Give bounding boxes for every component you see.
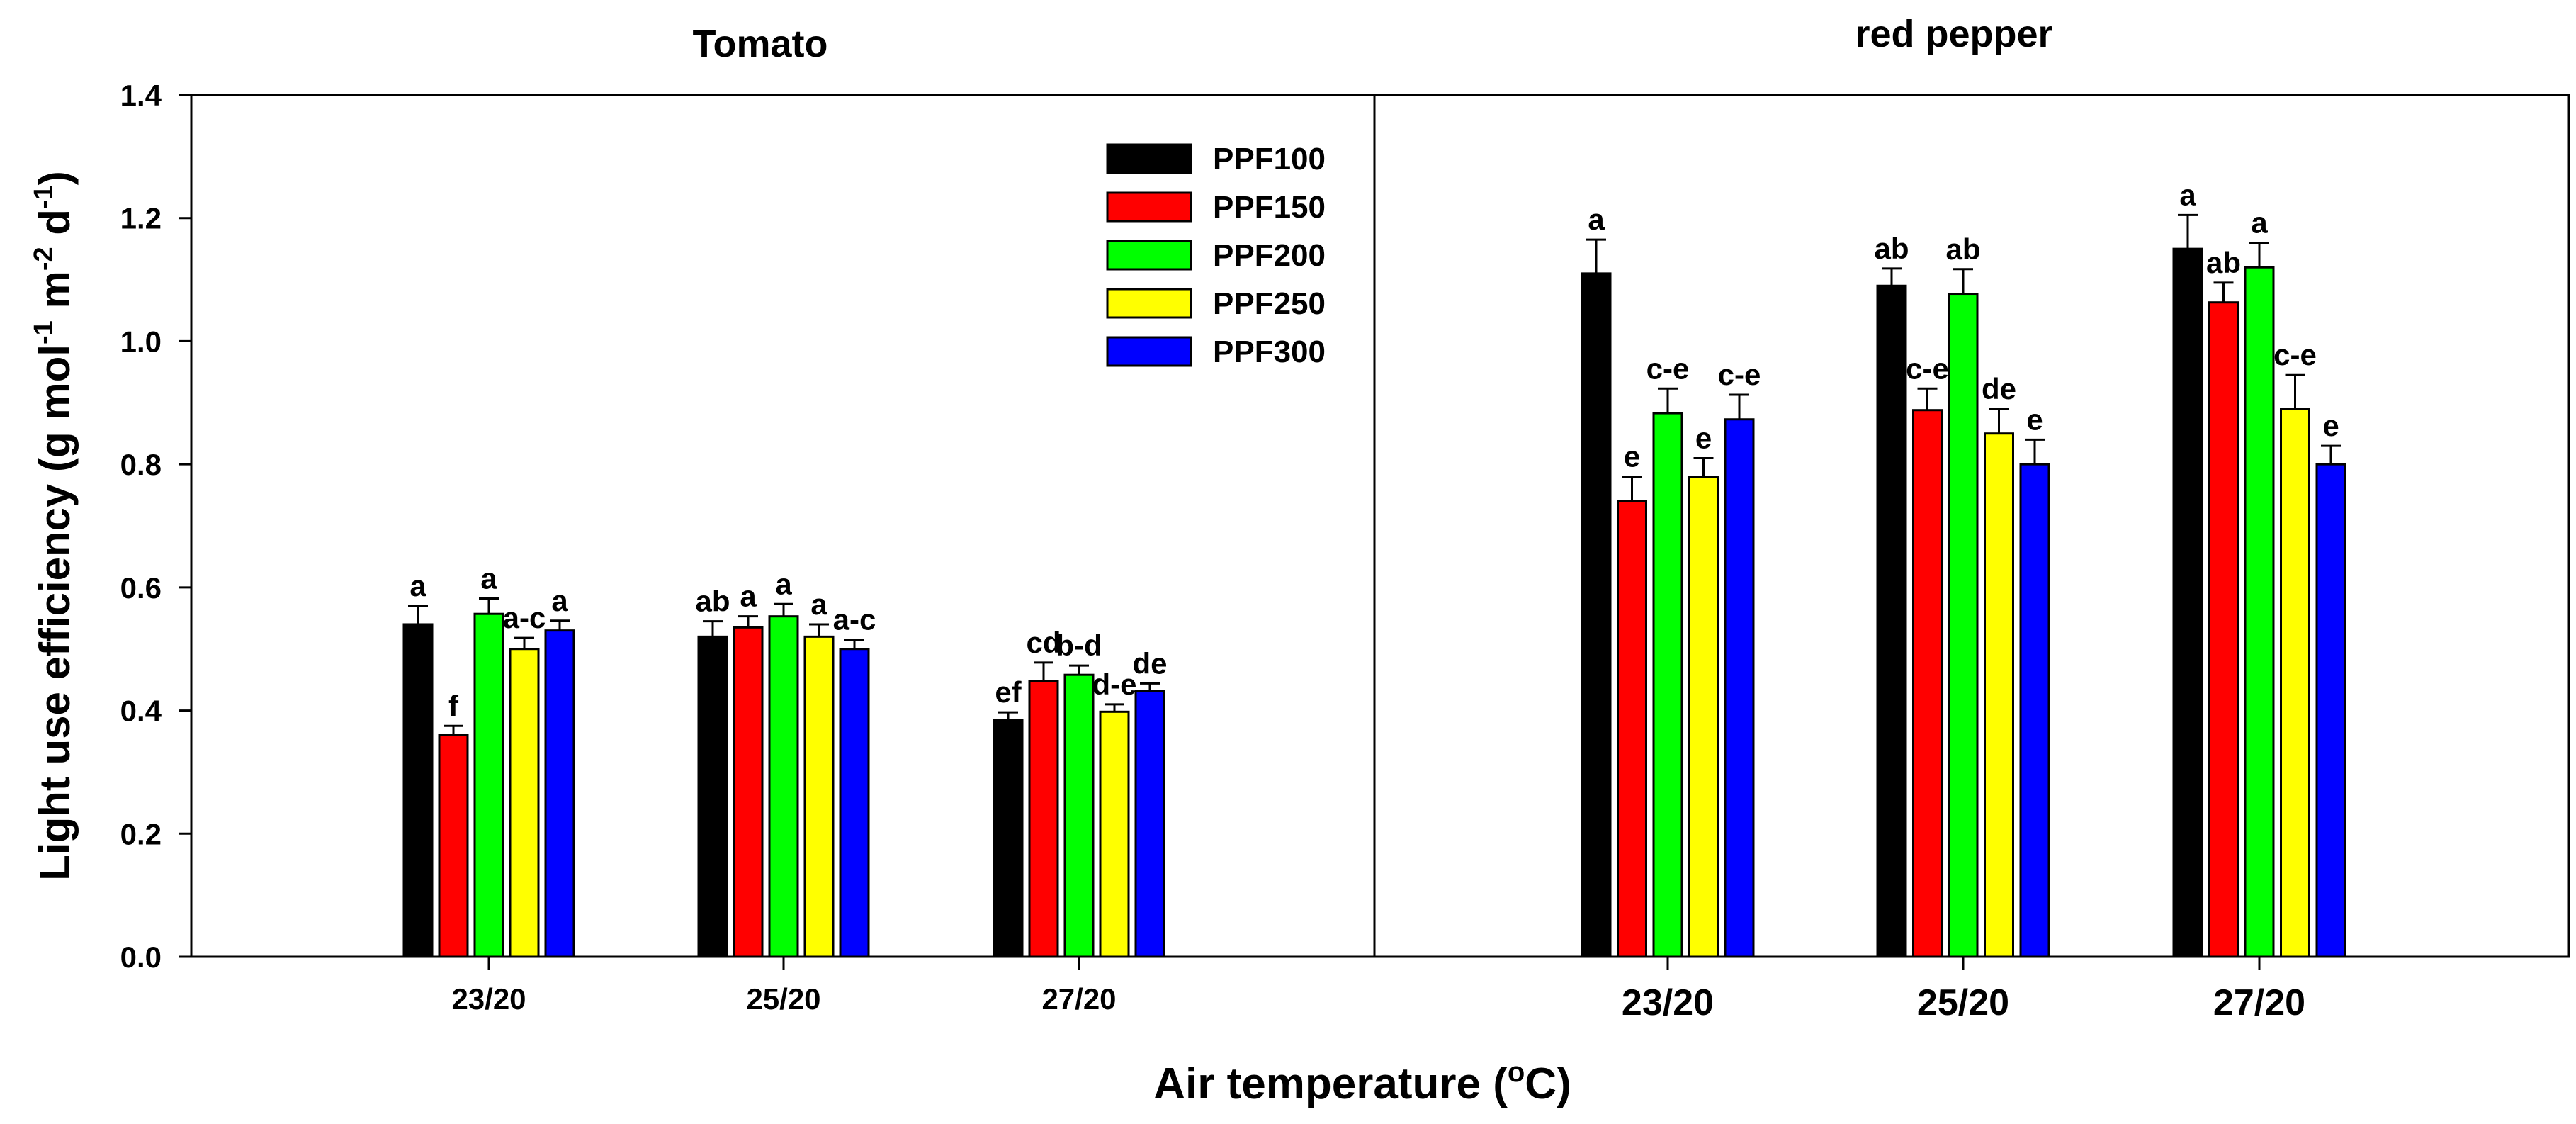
bar <box>2315 463 2346 958</box>
significance-label: c-e <box>1906 352 1949 385</box>
bar <box>2172 247 2203 958</box>
y-tick-label: 1.4 <box>120 79 162 112</box>
significance-label: ab <box>695 585 730 618</box>
bar <box>1652 412 1683 958</box>
legend-label: PPF150 <box>1213 190 1326 225</box>
y-axis-label: Light use efficiency (g mol-1 m-2 d-1) <box>29 171 79 881</box>
legend-swatch <box>1106 191 1192 223</box>
bar <box>839 648 870 958</box>
bar <box>1099 710 1130 958</box>
significance-label: ef <box>995 675 1022 709</box>
x-tick-label: 27/20 <box>2213 982 2305 1023</box>
significance-label: e <box>2026 403 2043 436</box>
bar <box>2208 301 2239 958</box>
significance-label: cd <box>1026 626 1061 659</box>
bar <box>1984 432 2014 958</box>
significance-label: e <box>2322 409 2339 442</box>
bar <box>473 612 504 958</box>
significance-label: c-e <box>2273 338 2317 371</box>
plot-frame <box>190 94 2570 958</box>
y-tick-label: 0.8 <box>120 448 162 481</box>
legend-label: PPF200 <box>1213 238 1326 273</box>
significance-label: b-d <box>1056 629 1102 662</box>
significance-label: e <box>1624 440 1640 473</box>
legend-label: PPF100 <box>1213 142 1326 176</box>
significance-label: a <box>1588 203 1605 236</box>
legend-swatch <box>1106 240 1192 271</box>
bar <box>697 635 728 958</box>
bar <box>2244 266 2275 958</box>
x-tick-label: 27/20 <box>1041 982 1116 1016</box>
significance-label: a <box>480 561 497 595</box>
significance-label: de <box>1132 646 1167 680</box>
significance-label: a <box>740 580 757 613</box>
significance-label: ab <box>2206 246 2241 279</box>
x-tick-label: 23/20 <box>451 982 526 1016</box>
y-tick-label: 0.0 <box>120 940 162 974</box>
panel-title-red-pepper: red pepper <box>1855 13 2052 55</box>
panel-title-tomato: Tomato <box>693 23 828 65</box>
x-tick-label: 25/20 <box>746 982 820 1016</box>
bar <box>993 719 1024 958</box>
legend-swatch <box>1106 336 1192 367</box>
significance-label: a <box>775 567 792 600</box>
significance-label: a <box>551 584 568 617</box>
significance-label: ab <box>1874 232 1909 265</box>
bar <box>1688 476 1719 958</box>
bar <box>1912 409 1943 958</box>
significance-label: d-e <box>1092 668 1137 701</box>
bar <box>768 615 799 958</box>
bar <box>1134 690 1165 958</box>
bar <box>1028 680 1059 958</box>
bar <box>803 635 835 958</box>
bar <box>544 629 575 958</box>
bar <box>2280 408 2310 958</box>
bar <box>1724 418 1755 958</box>
y-tick-label: 0.2 <box>120 817 162 850</box>
significance-label: a <box>409 569 426 602</box>
bar <box>438 734 469 958</box>
bar <box>509 648 540 958</box>
significance-label: e <box>1695 421 1712 454</box>
y-tick-label: 0.4 <box>120 695 162 728</box>
significance-label: f <box>448 689 459 722</box>
significance-label: a <box>2179 178 2196 211</box>
significance-label: c-e <box>1718 358 1761 391</box>
bar <box>402 623 434 958</box>
x-axis-label: Air temperature (oC) <box>1153 1057 1571 1108</box>
bar <box>1581 272 1612 958</box>
y-tick-label: 0.6 <box>120 571 162 605</box>
bar <box>1876 284 1907 958</box>
bar <box>2019 463 2050 958</box>
bar <box>1948 293 1979 958</box>
x-tick-label: 23/20 <box>1622 982 1714 1023</box>
legend-swatch <box>1106 288 1192 319</box>
bar <box>1617 500 1647 958</box>
bar <box>733 626 764 958</box>
significance-label: a-c <box>833 603 876 636</box>
significance-label: a-c <box>503 601 546 634</box>
significance-label: a <box>810 588 827 621</box>
x-tick-label: 25/20 <box>1917 982 2009 1023</box>
bar <box>1063 673 1095 958</box>
significance-label: ab <box>1945 232 1980 266</box>
legend-label: PPF250 <box>1213 286 1326 321</box>
y-tick-label: 1.2 <box>120 202 162 235</box>
legend-swatch <box>1106 143 1192 174</box>
significance-label: de <box>1982 372 2016 405</box>
y-tick-label: 1.0 <box>120 325 162 358</box>
significance-label: c-e <box>1646 352 1690 385</box>
significance-label: a <box>2251 206 2268 239</box>
legend-label: PPF300 <box>1213 335 1326 369</box>
